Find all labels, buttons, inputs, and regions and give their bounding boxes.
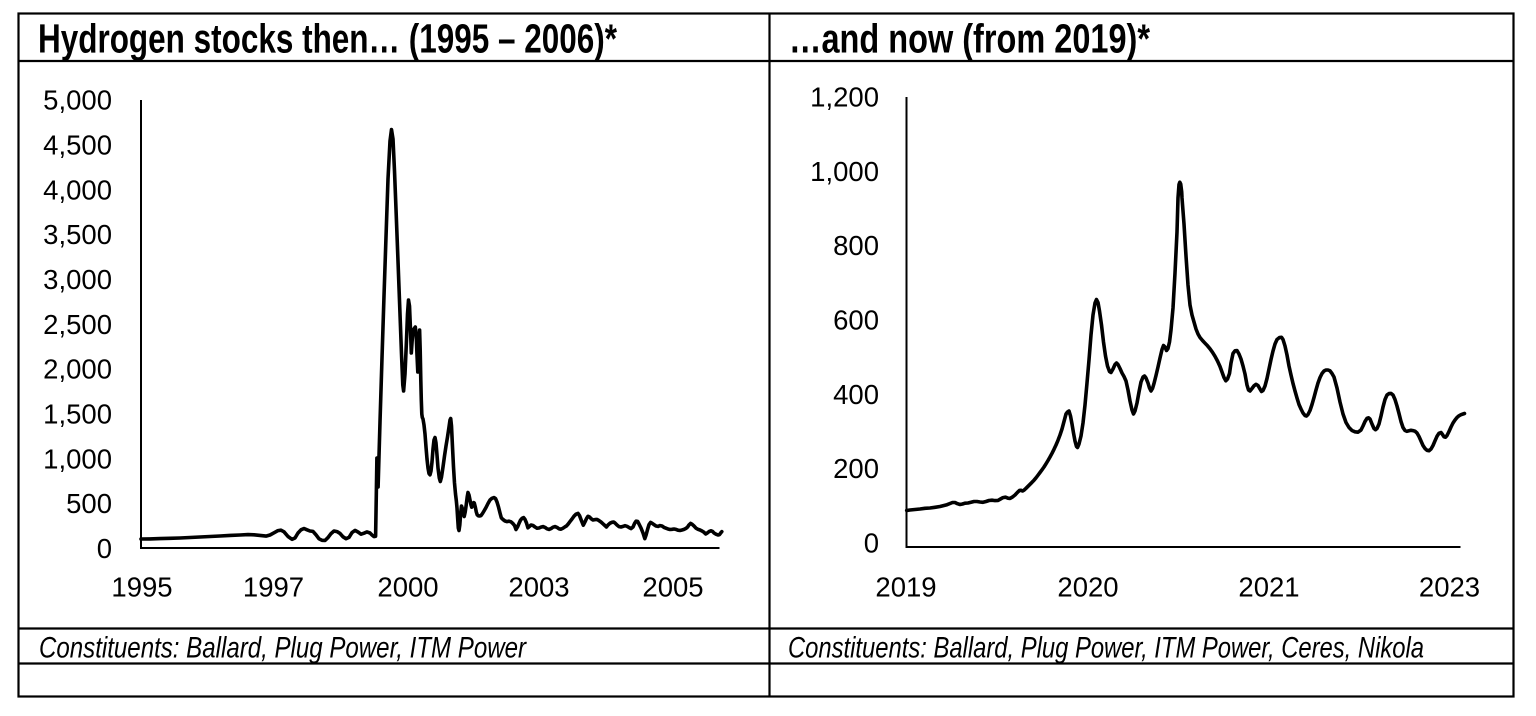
svg-text:5,000: 5,000 [43,85,112,116]
svg-text:1,200: 1,200 [810,82,879,113]
svg-text:2021: 2021 [1238,572,1299,603]
svg-text:2,000: 2,000 [43,354,112,385]
svg-text:1997: 1997 [243,572,304,603]
svg-text:500: 500 [66,488,112,519]
svg-text:…and now (from 2019)*: …and now (from 2019)* [789,16,1150,62]
svg-text:1,000: 1,000 [810,156,879,187]
svg-text:2020: 2020 [1057,572,1118,603]
svg-text:600: 600 [833,305,879,336]
svg-text:Hydrogen stocks then… (1995 –: Hydrogen stocks then… (1995 – 2006)* [38,16,617,62]
svg-text:2,500: 2,500 [43,309,112,340]
svg-text:2019: 2019 [875,572,936,603]
svg-text:2005: 2005 [642,572,703,603]
svg-text:3,500: 3,500 [43,219,112,250]
svg-text:1,000: 1,000 [43,443,112,474]
svg-text:200: 200 [833,453,879,484]
svg-text:0: 0 [97,533,112,564]
svg-text:1,500: 1,500 [43,399,112,430]
svg-text:800: 800 [833,230,879,261]
svg-text:2000: 2000 [377,572,438,603]
svg-text:2023: 2023 [1419,572,1480,603]
svg-text:0: 0 [864,527,879,558]
svg-text:2003: 2003 [508,572,569,603]
svg-text:3,000: 3,000 [43,264,112,295]
svg-text:400: 400 [833,379,879,410]
svg-text:4,000: 4,000 [43,174,112,205]
svg-text:4,500: 4,500 [43,129,112,160]
svg-text:Constituents: Ballard, Plug Po: Constituents: Ballard, Plug Power, ITM P… [39,632,527,665]
svg-text:Constituents: Ballard, Plug Po: Constituents: Ballard, Plug Power, ITM P… [788,632,1424,665]
svg-text:1995: 1995 [111,572,172,603]
